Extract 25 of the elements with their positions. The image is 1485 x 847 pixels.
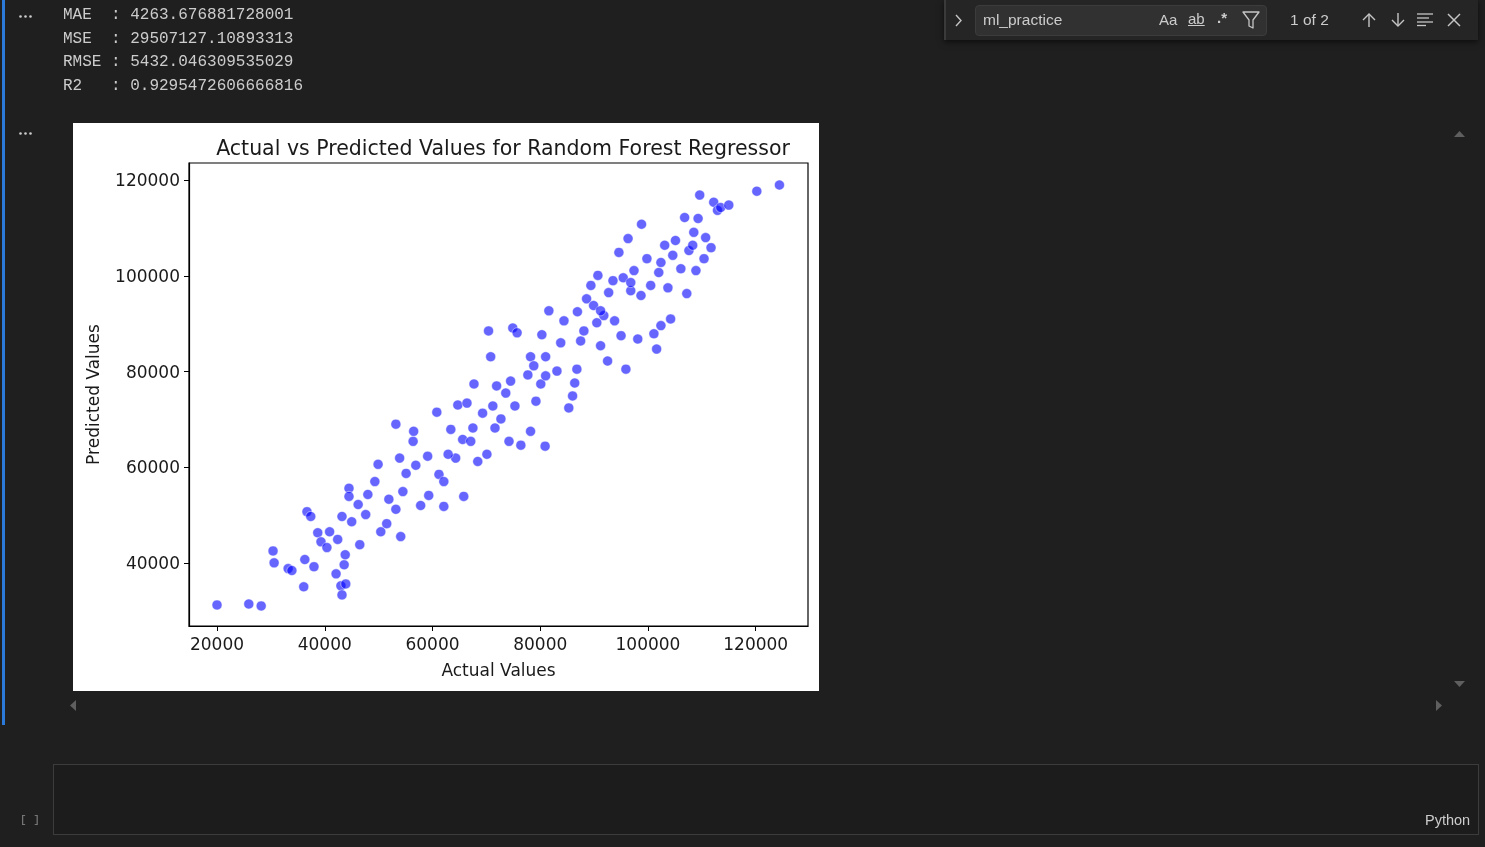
text: RMSE : 5432.046309535029	[63, 53, 294, 73]
y-tick-label: 120000	[115, 170, 180, 191]
y-tick-label: 60000	[125, 457, 180, 478]
x-tick-label: 40000	[297, 633, 352, 654]
text: ab	[1188, 10, 1205, 28]
text: Aa	[1159, 11, 1178, 29]
x-tick-label: 20000	[189, 633, 245, 654]
chart-title: Actual vs Predicted Values for Random Forest Regressor	[216, 135, 791, 160]
x-tick-label: 120000	[723, 633, 789, 654]
y-tick-label: 40000	[125, 552, 180, 573]
text: Python	[1425, 812, 1471, 830]
y-tick-label: 80000	[125, 361, 180, 382]
x-axis-title: Actual Values	[441, 659, 556, 680]
text: R2 : 0.9295472606666816	[63, 77, 304, 97]
text: 1 of 2	[1290, 11, 1329, 30]
text: MSE : 29507127.10893313	[63, 30, 294, 50]
x-tick-label: 100000	[615, 633, 681, 654]
text: [ ]	[20, 814, 40, 828]
text: MAE : 4263.676881728001	[63, 6, 294, 26]
text: .*	[1217, 9, 1228, 27]
x-tick-label: 60000	[405, 633, 460, 654]
y-axis-title: Predicted Values	[82, 323, 103, 465]
text: ml_practice	[983, 11, 1063, 30]
y-tick-label: 100000	[115, 265, 180, 286]
x-tick-label: 80000	[513, 633, 568, 654]
